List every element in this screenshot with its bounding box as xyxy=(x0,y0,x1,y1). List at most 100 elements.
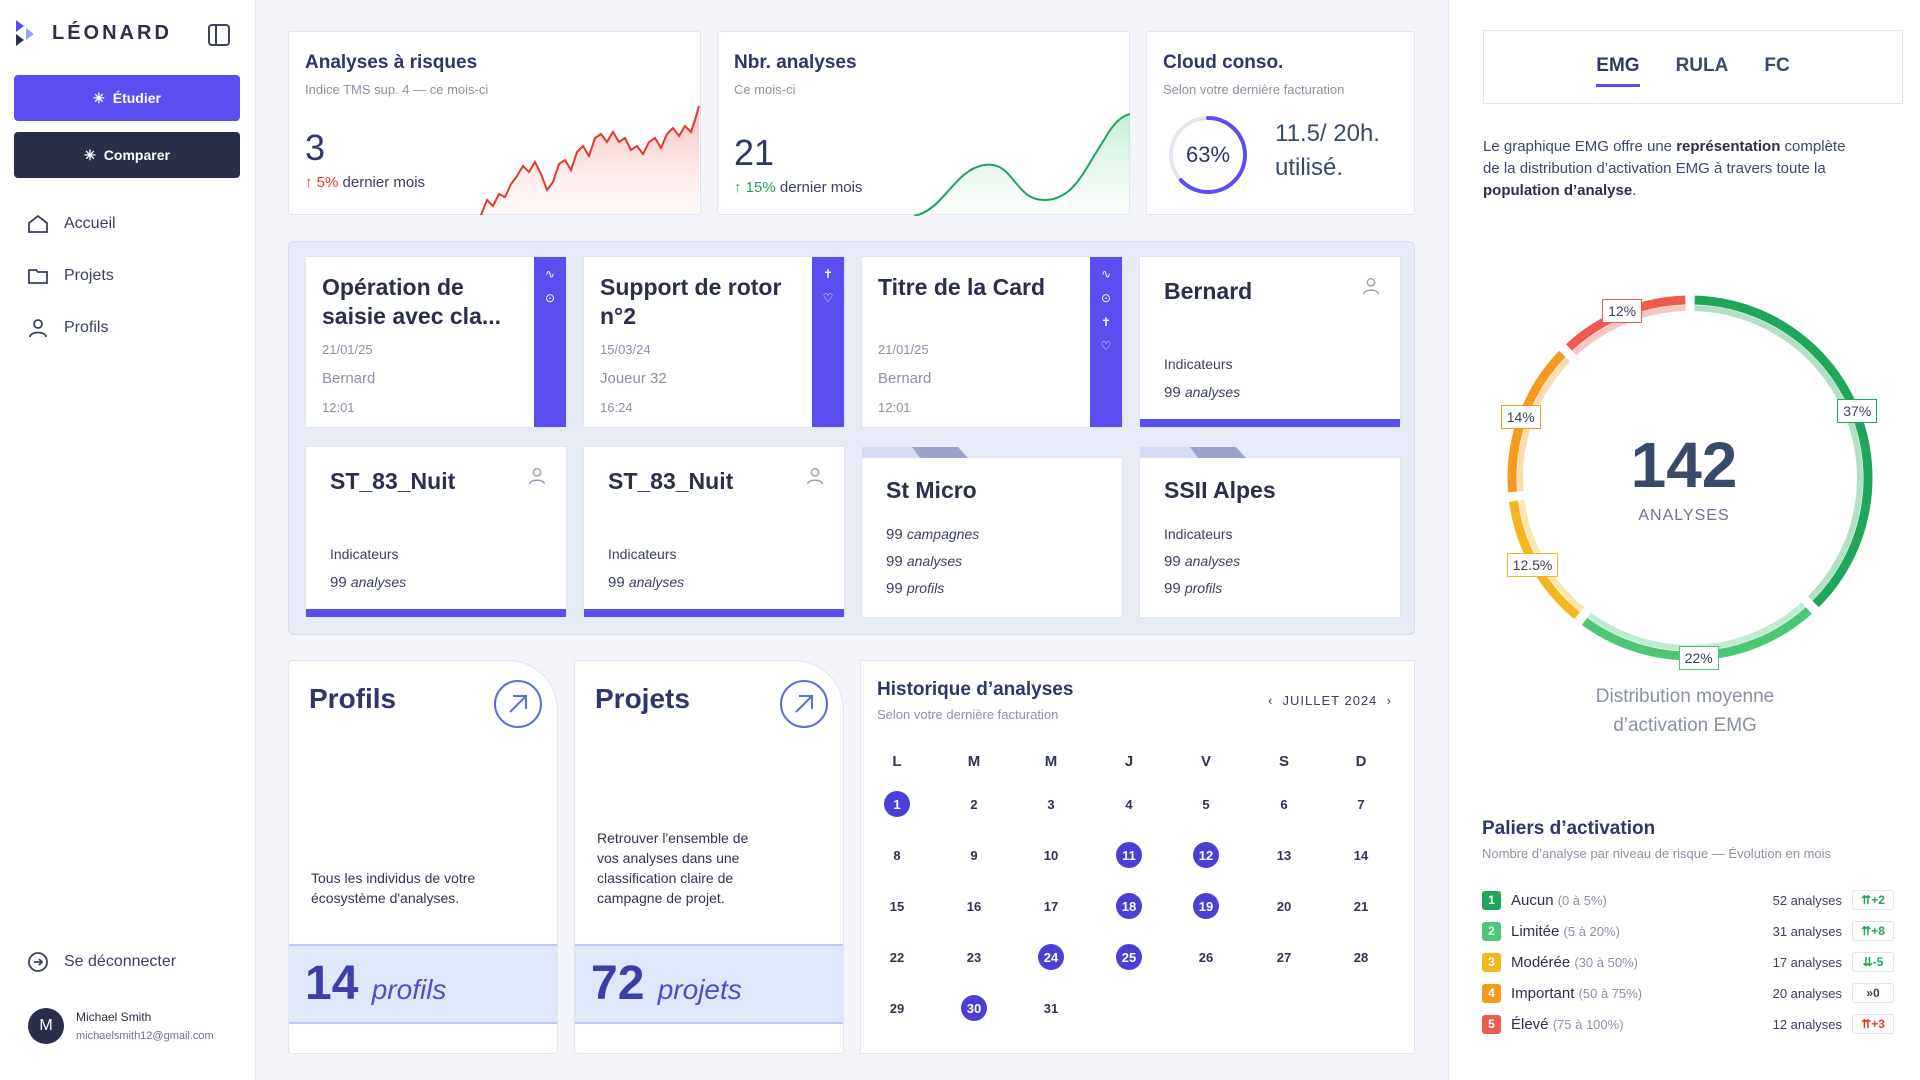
calendar-day[interactable]: 4 xyxy=(1125,796,1133,812)
calendar-day[interactable]: 2 xyxy=(970,796,978,812)
pulse-icon[interactable]: ∿ xyxy=(544,267,556,281)
calendar-day[interactable]: 1 xyxy=(884,791,910,817)
calendar-day[interactable]: 18 xyxy=(1116,893,1142,919)
weekday-header: M xyxy=(1044,753,1058,770)
user-name: Michael Smith xyxy=(76,1010,152,1024)
profile-card[interactable]: ST_83_Nuit Indicateurs 99 analyses xyxy=(305,446,567,618)
calendar-day[interactable]: 29 xyxy=(889,1000,905,1016)
kpi-title: Analyses à risques xyxy=(305,52,478,73)
card-indicators: Indicateurs xyxy=(608,546,677,562)
calendar-day[interactable]: 10 xyxy=(1043,847,1059,863)
calendar-day[interactable]: 13 xyxy=(1276,847,1292,863)
calendar-day[interactable]: 11 xyxy=(1116,842,1142,868)
calendar-day[interactable]: 6 xyxy=(1280,796,1288,812)
profiles-card[interactable]: Profils Tous les individus de votre écos… xyxy=(288,660,558,1054)
palier-name: Important (50 à 75%) xyxy=(1511,984,1643,1002)
calendar-day[interactable]: 21 xyxy=(1353,898,1369,914)
card-date: 21/01/25 xyxy=(322,342,373,357)
calendar-day[interactable]: 8 xyxy=(893,847,901,863)
kpi-card-cloud[interactable]: Cloud conso. Selon votre dernière factur… xyxy=(1146,31,1415,215)
card-unit: campagnes xyxy=(906,526,980,542)
folder-card[interactable]: St Micro 99 campagnes 99 analyses 99 pro… xyxy=(861,447,1123,618)
calendar-day[interactable]: 22 xyxy=(889,949,905,965)
card-count: 99 xyxy=(1164,553,1181,570)
calendar-day[interactable]: 9 xyxy=(970,847,978,863)
calendar-day[interactable]: 23 xyxy=(966,949,982,965)
user-profile[interactable]: M Michael Smith michaelsmith12@gmail.com xyxy=(28,1008,216,1044)
folder-tab xyxy=(862,447,968,458)
card-total-unit: projets xyxy=(657,974,742,1005)
logout-button[interactable]: Se déconnecter xyxy=(26,950,176,974)
arrow-up-right-icon[interactable] xyxy=(779,679,829,729)
calendar-day[interactable]: 16 xyxy=(966,898,982,914)
calendar-day[interactable]: 20 xyxy=(1276,898,1292,914)
kpi-card-risk[interactable]: Analyses à risques Indice TMS sup. 4 — c… xyxy=(288,31,701,215)
body-icon[interactable]: ✝ xyxy=(822,267,834,281)
body-icon[interactable]: ✝ xyxy=(1100,315,1112,329)
heart-icon[interactable]: ♡ xyxy=(822,291,834,305)
calendar-day[interactable]: 31 xyxy=(1043,1000,1059,1016)
folder-tab xyxy=(1140,447,1246,458)
user-icon xyxy=(29,319,47,338)
nav-item-projets[interactable]: Projets xyxy=(26,264,114,288)
analysis-card[interactable]: Titre de la Card 21/01/25 Bernard 12:01 … xyxy=(861,256,1123,428)
distribution-caption: Distribution moyenne d’activation EMG xyxy=(1595,686,1775,736)
sidebar-toggle-icon[interactable] xyxy=(208,24,230,46)
calendar-day[interactable]: 14 xyxy=(1353,847,1369,863)
sparkle-icon: ✳ xyxy=(84,146,96,163)
card-total: 72 projets xyxy=(591,956,742,1011)
donut-total: 142 xyxy=(1630,429,1738,501)
profile-card[interactable]: ST_83_Nuit Indicateurs 99 analyses xyxy=(583,446,845,618)
play-icon[interactable]: ⊙ xyxy=(544,291,556,305)
calendar-day[interactable]: 7 xyxy=(1357,796,1365,812)
card-time: 16:24 xyxy=(600,400,633,415)
card-count: 99 xyxy=(886,526,903,543)
calendar-day[interactable]: 24 xyxy=(1038,944,1064,970)
calendar-day[interactable]: 5 xyxy=(1202,796,1210,812)
kpi-trend: ↑ 15% dernier mois xyxy=(734,179,862,196)
tab-fc[interactable]: FC xyxy=(1764,55,1790,76)
calendar-day[interactable]: 28 xyxy=(1353,949,1369,965)
tab-emg[interactable]: EMG xyxy=(1596,55,1640,87)
play-icon[interactable]: ⊙ xyxy=(1100,291,1112,305)
trend-icon: ⇈ xyxy=(1861,893,1872,907)
palier-badge: 4 xyxy=(1482,983,1501,1003)
nav-item-profils[interactable]: Profils xyxy=(26,316,108,340)
projects-card[interactable]: Projets Retrouver l'ensemble de vos anal… xyxy=(574,660,844,1054)
analysis-card[interactable]: Support de rotor n°2 15/03/24 Joueur 32 … xyxy=(583,256,845,428)
calendar-day[interactable]: 25 xyxy=(1116,944,1142,970)
logo[interactable]: LÉONARD xyxy=(14,18,172,48)
chevron-left-icon[interactable]: ‹ xyxy=(1267,693,1274,708)
folder-card[interactable]: SSII Alpes Indicateurs 99 analyses 99 pr… xyxy=(1139,447,1401,618)
calendar-day[interactable]: 19 xyxy=(1193,893,1219,919)
compare-button[interactable]: ✳ Comparer xyxy=(14,132,240,178)
arrow-up-right-icon[interactable] xyxy=(493,679,543,729)
study-button[interactable]: ✳ Étudier xyxy=(14,75,240,121)
nav-label: Accueil xyxy=(64,215,116,232)
logout-label: Se déconnecter xyxy=(64,953,177,970)
tab-rula[interactable]: RULA xyxy=(1675,55,1729,76)
nav-item-accueil[interactable]: Accueil xyxy=(26,212,116,236)
desc-bold: population d’analyse xyxy=(1483,182,1633,199)
kpi-value: 21 xyxy=(734,132,775,173)
calendar-day[interactable]: 30 xyxy=(961,995,987,1021)
chevron-right-icon[interactable]: › xyxy=(1386,693,1392,708)
palier-row: 2 Limitée (5 à 20%) 31 analyses ⇈ +8 xyxy=(1482,920,1894,942)
heart-icon[interactable]: ♡ xyxy=(1100,339,1112,353)
calendar-day[interactable]: 12 xyxy=(1193,842,1219,868)
chart-tabs: EMG RULA FC xyxy=(1483,30,1903,104)
calendar-day[interactable]: 26 xyxy=(1198,949,1214,965)
calendar-day[interactable]: 27 xyxy=(1276,949,1292,965)
history-calendar: Historique d’analyses Selon votre derniè… xyxy=(860,660,1415,1054)
palier-count: 17 analyses xyxy=(1772,954,1842,970)
calendar-day[interactable]: 15 xyxy=(889,898,905,914)
kpi-card-analyses[interactable]: Nbr. analyses Ce mois-ci 21 ↑ 15% dernie… xyxy=(717,31,1130,216)
pulse-icon[interactable]: ∿ xyxy=(1100,267,1112,281)
calendar-day[interactable]: 17 xyxy=(1043,898,1059,914)
analysis-card[interactable]: Opération de saisie avec cla... 21/01/25… xyxy=(305,256,567,428)
card-title: SSII Alpes xyxy=(1164,477,1276,503)
card-title: Profils xyxy=(309,683,397,714)
profile-card[interactable]: Bernard Indicateurs 99 analyses xyxy=(1139,256,1401,428)
card-time: 12:01 xyxy=(878,400,911,415)
calendar-day[interactable]: 3 xyxy=(1047,796,1055,812)
